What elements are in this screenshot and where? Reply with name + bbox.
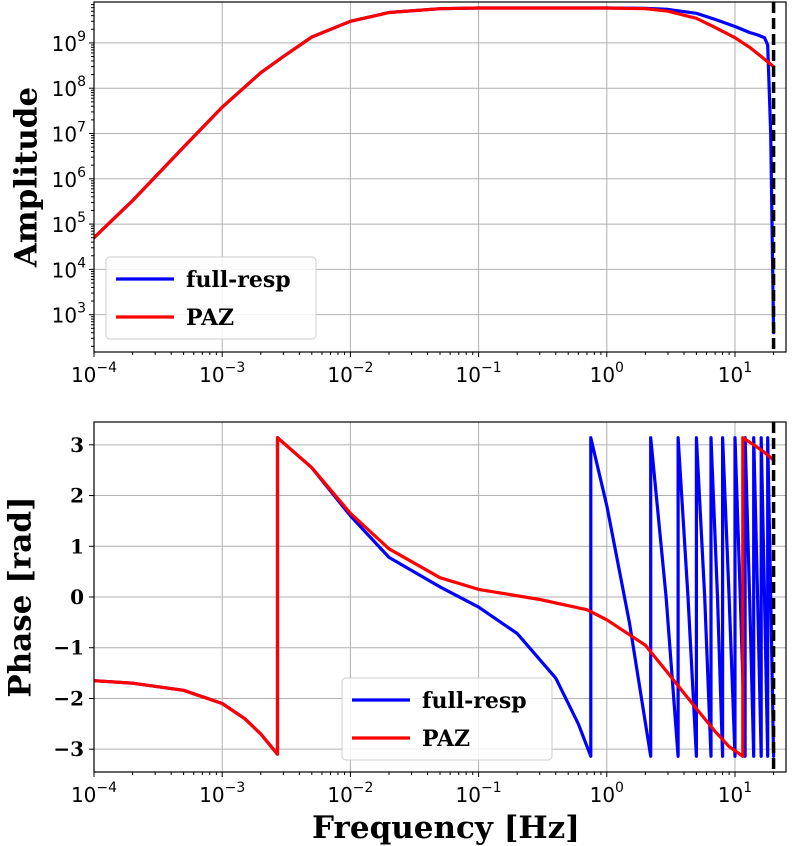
x-tick-label-exponent: −4	[96, 780, 117, 796]
x-tick-label-exponent: −1	[481, 360, 502, 376]
y-tick-label-exponent: 7	[77, 119, 86, 135]
series-line-paz	[94, 6, 776, 240]
x-tick-label: 10−4	[71, 360, 117, 387]
y-tick-label-base: 10	[52, 304, 77, 328]
y-tick-label: −2	[53, 686, 84, 710]
x-tick-label: 10−3	[199, 780, 245, 807]
x-tick-label: 10−2	[327, 360, 373, 387]
y-tick-label-exponent: 6	[77, 165, 86, 181]
y-tick-label: 3	[70, 433, 84, 457]
x-tick-label: 10−3	[199, 360, 245, 387]
y-tick-label-base: 10	[52, 122, 77, 146]
amplitude-axis-title: Amplitude	[9, 87, 45, 268]
y-tick-label: 107	[52, 119, 86, 146]
x-tick-label-base: 10	[71, 363, 96, 387]
x-tick-label-base: 10	[718, 783, 743, 807]
y-tick-label-exponent: 8	[77, 74, 86, 90]
y-tick-label: 106	[52, 165, 86, 192]
y-tick-label-exponent: 5	[77, 210, 86, 226]
y-tick-label: 103	[52, 301, 86, 328]
x-tick-label-base: 10	[590, 783, 615, 807]
amplitude-series	[94, 2, 776, 352]
x-tick-label-base: 10	[327, 783, 352, 807]
y-tick-label: 0	[70, 585, 84, 609]
y-tick-label-base: 10	[52, 77, 77, 101]
y-tick-label-exponent: 9	[77, 29, 86, 45]
x-tick-label: 100	[590, 360, 624, 387]
x-tick-label: 101	[718, 780, 752, 807]
x-tick-label-exponent: −4	[96, 360, 117, 376]
x-tick-label-exponent: 1	[743, 360, 752, 376]
phase-axis-title: Phase [rad]	[3, 496, 39, 697]
y-tick-label-base: 10	[52, 168, 77, 192]
amplitude-ticks: 10−4 10−3 10−2 10−1 100 101103104105106107108…	[52, 4, 775, 387]
x-tick-label-base: 10	[718, 363, 743, 387]
y-tick-label: 104	[52, 255, 86, 282]
y-tick-label-exponent: 4	[77, 255, 86, 271]
x-tick-label-exponent: −2	[353, 780, 374, 796]
x-tick-label-base: 10	[199, 363, 224, 387]
x-tick-label-exponent: −2	[353, 360, 374, 376]
x-tick-label: 100	[590, 780, 624, 807]
phase-series	[94, 422, 776, 772]
series-line-paz	[94, 436, 776, 758]
x-tick-label-base: 10	[590, 363, 615, 387]
x-tick-label: 101	[718, 360, 752, 387]
x-tick-label-exponent: 0	[615, 780, 624, 796]
y-tick-label-base: 10	[52, 258, 77, 282]
x-tick-label-base: 10	[71, 783, 96, 807]
x-tick-label-exponent: −3	[225, 360, 246, 376]
y-tick-label-base: 10	[52, 213, 77, 237]
x-tick-label-exponent: 1	[743, 780, 752, 796]
y-tick-label: 1	[70, 534, 84, 558]
x-tick-label-exponent: −1	[481, 780, 502, 796]
y-tick-label: 105	[52, 210, 86, 237]
legend-label-paz: PAZ	[422, 726, 470, 752]
x-tick-label: 10−2	[327, 780, 373, 807]
x-tick-label-base: 10	[327, 363, 352, 387]
amplitude-legend: full-resp PAZ	[105, 256, 317, 340]
legend-label-paz: PAZ	[186, 305, 234, 331]
y-tick-label: −1	[53, 636, 84, 660]
amplitude-grid	[93, 2, 786, 352]
legend-label-full-resp: full-resp	[186, 267, 291, 293]
y-tick-label: 108	[52, 74, 86, 101]
x-tick-label-exponent: 0	[615, 360, 624, 376]
frequency-axis-title: Frequency [Hz]	[312, 810, 580, 846]
x-tick-label: 10−1	[456, 360, 502, 387]
y-tick-label: −3	[53, 737, 84, 761]
y-tick-label-base: 10	[52, 32, 77, 56]
x-tick-label-exponent: −3	[225, 780, 246, 796]
y-tick-label-exponent: 3	[77, 301, 86, 317]
amplitude-panel: 10−4 10−3 10−2 10−1 100 101103104105106107108…	[9, 1, 787, 387]
x-tick-label: 10−4	[71, 780, 117, 807]
x-tick-label: 10−1	[456, 780, 502, 807]
y-tick-label: 2	[70, 484, 84, 508]
x-tick-label-base: 10	[456, 363, 481, 387]
x-tick-label-base: 10	[199, 783, 224, 807]
legend-label-full-resp: full-resp	[422, 688, 527, 714]
y-tick-label: 109	[52, 29, 86, 56]
x-tick-label-base: 10	[456, 783, 481, 807]
phase-legend: full-resp PAZ	[341, 677, 553, 761]
